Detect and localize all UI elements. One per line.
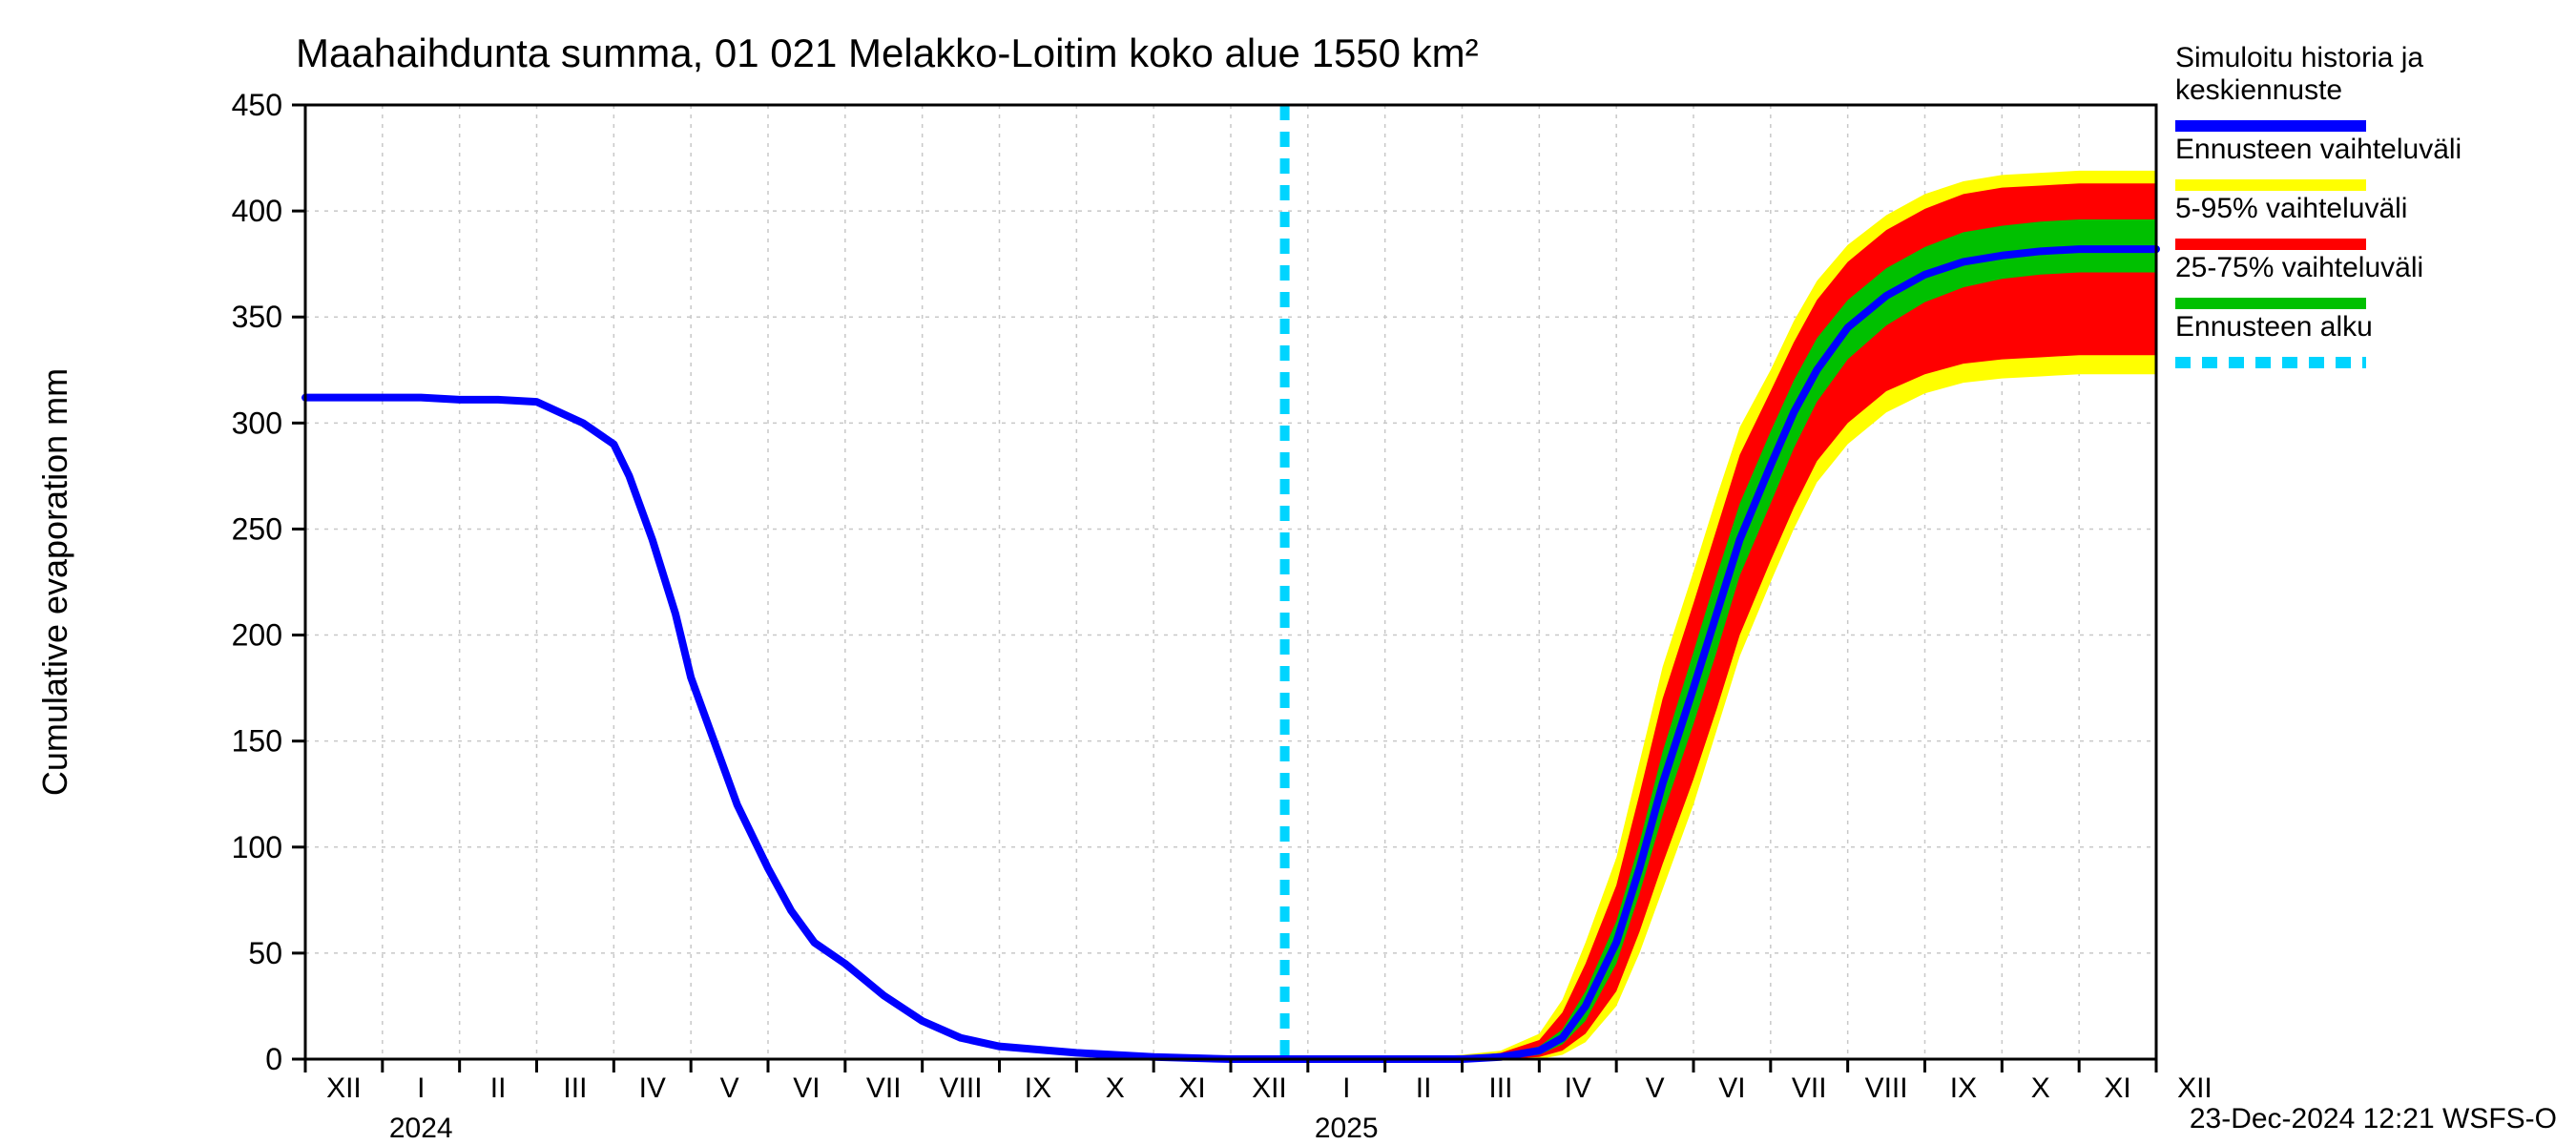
- x-month-label: I: [1342, 1072, 1350, 1104]
- legend-label: Ennusteen vaihteluväli: [2175, 134, 2462, 165]
- y-tick-label: 100: [232, 830, 282, 864]
- y-tick-label: 400: [232, 194, 282, 228]
- x-year-label: 2024: [389, 1113, 453, 1144]
- x-month-label: X: [2031, 1072, 2050, 1104]
- y-axis-label: Cumulative evaporation mm: [35, 368, 74, 796]
- y-tick-label: 200: [232, 618, 282, 653]
- x-month-label: VII: [866, 1072, 902, 1104]
- y-tick-label: 350: [232, 300, 282, 334]
- x-month-label: I: [417, 1072, 425, 1104]
- x-month-label: IX: [1950, 1072, 1977, 1104]
- legend-label: keskiennuste: [2175, 74, 2342, 106]
- x-month-label: II: [490, 1072, 507, 1104]
- y-tick-label: 300: [232, 406, 282, 440]
- legend-label: 25-75% vaihteluväli: [2175, 252, 2423, 283]
- y-tick-label: 50: [248, 936, 282, 970]
- legend-label: Simuloitu historia ja: [2175, 42, 2423, 73]
- legend-label: Ennusteen alku: [2175, 311, 2373, 343]
- x-month-label: IV: [1565, 1072, 1591, 1104]
- x-month-label: VIII: [1865, 1072, 1908, 1104]
- x-month-label: V: [1646, 1072, 1665, 1104]
- x-month-label: VII: [1792, 1072, 1827, 1104]
- y-tick-label: 450: [232, 88, 282, 122]
- chart-footer: 23-Dec-2024 12:21 WSFS-O: [2190, 1103, 2557, 1135]
- x-month-label: IX: [1025, 1072, 1051, 1104]
- x-month-label: III: [1488, 1072, 1512, 1104]
- x-month-label: XII: [2177, 1072, 2212, 1104]
- x-month-label: VIII: [940, 1072, 983, 1104]
- x-month-label: III: [563, 1072, 587, 1104]
- y-tick-label: 0: [265, 1042, 282, 1076]
- x-month-label: XII: [326, 1072, 362, 1104]
- x-month-label: VI: [1718, 1072, 1745, 1104]
- chart-svg: 050100150200250300350400450XIIIIIIIIIVVV…: [0, 0, 2576, 1145]
- x-month-label: X: [1106, 1072, 1125, 1104]
- x-month-label: IV: [639, 1072, 666, 1104]
- chart-title: Maahaihdunta summa, 01 021 Melakko-Loiti…: [296, 31, 1479, 75]
- x-month-label: XI: [1178, 1072, 1205, 1104]
- x-month-label: II: [1416, 1072, 1432, 1104]
- x-year-label: 2025: [1315, 1113, 1379, 1144]
- legend-label: 5-95% vaihteluväli: [2175, 193, 2407, 224]
- x-month-label: XI: [2104, 1072, 2130, 1104]
- chart-container: 050100150200250300350400450XIIIIIIIIIVVV…: [0, 0, 2576, 1145]
- x-month-label: V: [720, 1072, 739, 1104]
- y-tick-label: 250: [232, 511, 282, 546]
- y-tick-label: 150: [232, 724, 282, 759]
- x-month-label: VI: [793, 1072, 820, 1104]
- x-month-label: XII: [1252, 1072, 1287, 1104]
